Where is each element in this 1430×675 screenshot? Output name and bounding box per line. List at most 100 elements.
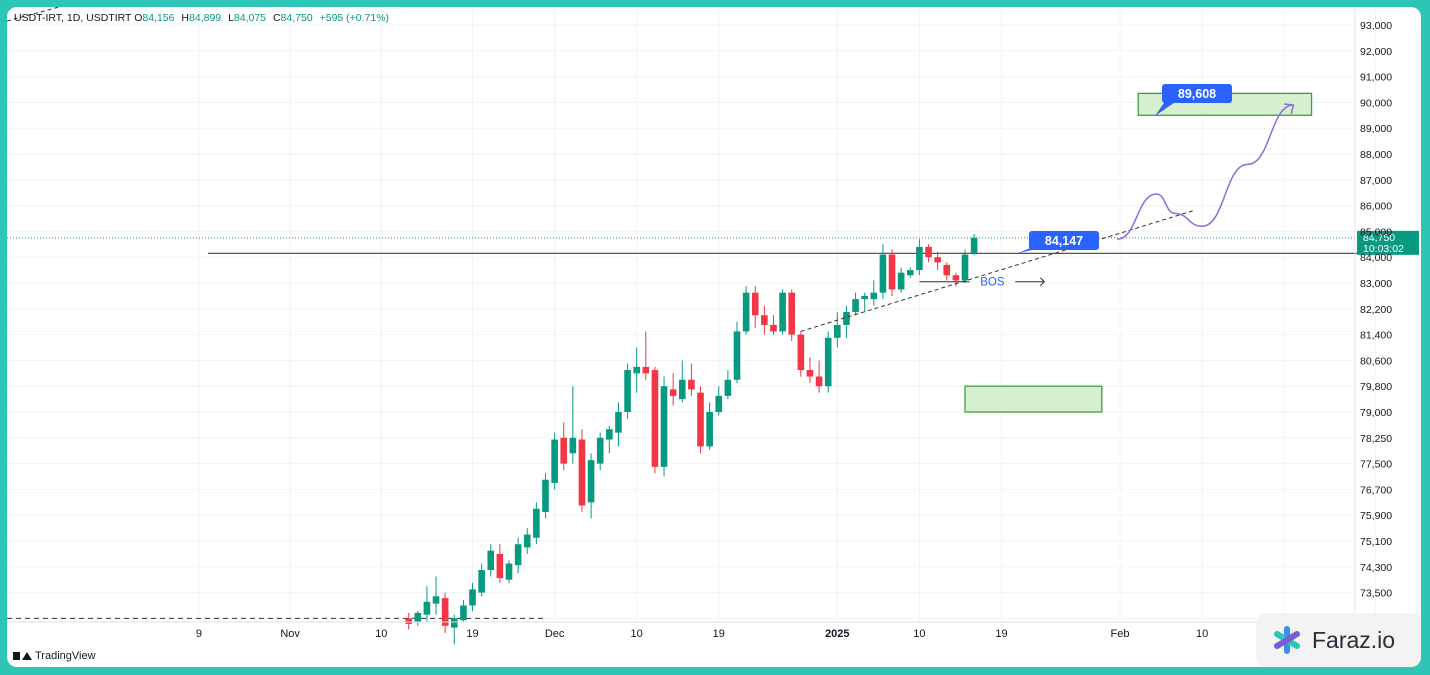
candle-body <box>678 379 686 400</box>
candle <box>751 286 759 329</box>
y-tick-label: 85,000 <box>1360 226 1392 238</box>
bos-arrowhead <box>1039 277 1046 287</box>
candle <box>688 363 695 396</box>
x-tick-label: Dec <box>545 628 565 640</box>
candle-body <box>934 257 941 263</box>
candle-body <box>533 508 540 538</box>
candle-body <box>879 254 887 293</box>
candle-body <box>633 366 640 374</box>
candle-body <box>906 270 914 276</box>
candle-body <box>715 395 723 412</box>
candle <box>487 544 495 577</box>
candle <box>834 312 841 348</box>
y-tick-label: 93,000 <box>1360 20 1392 32</box>
candle-body <box>897 272 905 290</box>
candle <box>642 331 650 380</box>
candle <box>606 425 613 454</box>
price-tag-countdown: 10:03:02 <box>1363 243 1404 255</box>
y-tick-label: 83,000 <box>1360 278 1392 290</box>
high-label: H <box>181 12 190 24</box>
low-value: 84,075 <box>233 12 267 24</box>
y-tick-label: 88,000 <box>1360 149 1392 161</box>
candle <box>587 453 595 519</box>
x-tick-label: Nov <box>280 628 300 640</box>
levels <box>7 237 1419 619</box>
y-tick-label: 73,500 <box>1360 588 1392 600</box>
candle <box>578 429 586 512</box>
target-label-box <box>1162 84 1232 103</box>
symbol-legend[interactable]: USDT-IRT, 1D, USDTIRT O84,156 H84,899 L8… <box>14 12 393 24</box>
y-tick-label: 75,900 <box>1360 510 1392 522</box>
candle <box>879 244 887 300</box>
support-label: 84,147 <box>1045 234 1083 248</box>
candle-body <box>460 605 467 621</box>
tradingview-logo-icon <box>13 651 32 661</box>
grid <box>7 7 1376 622</box>
candle-body <box>770 324 777 332</box>
candle <box>916 239 923 276</box>
candle <box>569 386 577 464</box>
candle <box>925 244 932 263</box>
candle-body <box>441 598 449 626</box>
candle <box>888 249 896 296</box>
y-tick-label: 87,000 <box>1360 175 1392 187</box>
candle <box>706 402 713 450</box>
x-tick-label: 10 <box>375 628 387 640</box>
y-tick-label: 75,100 <box>1360 536 1392 548</box>
faraz-label: Faraz.io <box>1312 626 1396 653</box>
open-value: 84,156 <box>142 12 175 24</box>
candle-body <box>925 246 932 258</box>
candle-body <box>624 370 631 412</box>
candle-body <box>414 612 422 623</box>
candle-body <box>788 292 796 335</box>
x-tick-label: 19 <box>466 628 478 640</box>
x-tick-label: 2025 <box>825 628 849 640</box>
y-tick-label: 79,800 <box>1360 381 1392 393</box>
candle <box>870 280 878 306</box>
candle <box>761 305 768 335</box>
candle <box>770 315 777 335</box>
candle-body <box>834 324 841 338</box>
target-label-pointer <box>1155 100 1178 116</box>
candle <box>934 252 941 271</box>
candle-body <box>861 295 868 300</box>
candle <box>478 563 485 597</box>
candle <box>441 592 449 634</box>
x-tick-label: 19 <box>995 628 1007 640</box>
candle-body <box>852 299 859 313</box>
y-tick-label: 90,000 <box>1360 97 1392 109</box>
candle-body <box>961 254 969 281</box>
chart-frame: BOS 84,147 89,608 84,750 10:03:02 93,000 92,0… <box>7 7 1421 667</box>
change-value: +595 (+0.71%) <box>319 12 390 24</box>
candle-body <box>888 254 896 290</box>
tradingview-brand[interactable]: TradingView <box>13 650 96 662</box>
candle <box>405 612 412 630</box>
candle-body <box>578 439 586 506</box>
candle-body <box>514 544 522 566</box>
candle-body <box>660 386 668 467</box>
x-tick-label: Feb <box>1111 628 1130 640</box>
y-tick-label: 91,000 <box>1360 72 1392 84</box>
trend-line <box>800 210 1194 332</box>
candle <box>560 422 568 471</box>
candle <box>533 502 540 545</box>
candle-body <box>642 366 650 374</box>
candle <box>906 267 914 278</box>
candle-body <box>587 460 595 503</box>
candle <box>678 360 686 403</box>
x-tick-label: 10 <box>1196 628 1208 640</box>
candle <box>961 249 969 283</box>
candle-body <box>824 337 832 387</box>
candle <box>624 363 631 419</box>
candle <box>824 331 832 393</box>
candle <box>615 402 622 447</box>
low-label: L <box>228 12 234 24</box>
candle-body <box>505 563 513 580</box>
candle <box>469 582 476 612</box>
candle-body <box>551 439 558 483</box>
support-label-pointer <box>1017 247 1045 254</box>
close-value: 84,750 <box>280 12 313 24</box>
candle-body <box>724 379 732 396</box>
